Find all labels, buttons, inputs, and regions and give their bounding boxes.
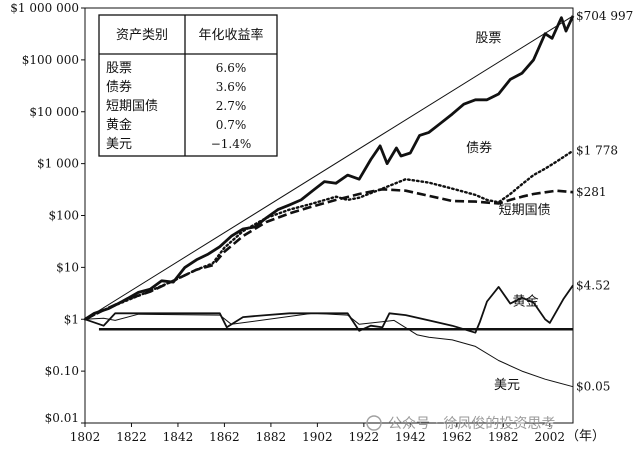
y-tick-label-8: $0.01 [45,411,79,425]
end-label-bills: $281 [576,185,607,199]
x-tick-label-1: 1822 [116,430,147,444]
watermark-text: 公众号 · 徐凤俊的投资思考 [388,416,555,432]
x-axis-unit: （年） [566,429,605,444]
end-label-stocks: $704 997 [576,9,633,23]
x-tick-label-9: 1982 [488,430,519,444]
end-label-gold: $4.52 [576,278,610,292]
returns-table-row-dollar-name: 美元 [106,137,132,152]
returns-table-row-bill-name: 短期国债 [106,99,158,114]
series-name-bonds: 债券 [466,140,492,156]
returns-table-row-bond-value: 3.6% [216,80,247,94]
x-tick-label-5: 1902 [302,430,333,444]
series-name-bills: 短期国债 [499,203,551,218]
series-layer [83,15,575,388]
returns-table-row-stock-value: 6.6% [216,61,247,75]
series-stocks-line [84,15,575,321]
returns-table-row-gold-value: 0.7% [216,118,247,132]
wechat-icon [366,415,382,431]
returns-table-row-bond-name: 债券 [106,79,132,95]
end-label-bonds: $1 778 [576,144,618,158]
series-name-dollar: 美元 [494,378,520,393]
y-tick-label-1: $100 000 [22,53,79,67]
end-label-dollar: $0.05 [576,380,610,394]
y-tick-label-0: $1 000 000 [10,1,79,15]
series-dollar-line [84,312,574,388]
watermark: 公众号 · 徐凤俊的投资思考 [366,415,555,432]
returns-table-row-gold-name: 黄金 [106,117,132,133]
x-tick-label-10: 2002 [534,430,565,444]
x-tick-label-6: 1922 [349,430,380,444]
x-tick-label-3: 1862 [209,430,240,444]
returns-table-header-asset: 资产类别 [116,28,168,43]
y-tick-label-6: $1 [64,312,79,326]
x-tick-label-8: 1962 [442,430,473,444]
series-name-stocks: 股票 [475,31,501,46]
returns-table-row-bill-value: 2.7% [216,99,247,113]
x-tick-label-2: 1842 [163,430,194,444]
returns-table-frame [98,14,278,157]
returns-table-row-stock-name: 股票 [106,61,132,76]
returns-table: 资产类别 年化收益率 股票 6.6% 债券 3.6% 短期国债 2.7% 黄金 … [98,14,278,157]
series-bills-line [84,188,574,321]
series-stocks-trend-line [84,15,574,320]
y-tick-label-4: $100 [48,209,79,223]
y-tick-label-3: $1 000 [37,157,79,171]
y-tick-label-5: $10 [56,260,79,274]
y-tick-label-2: $10 000 [29,105,79,119]
x-tick-label-0: 1802 [70,430,101,444]
x-tick-label-7: 1942 [395,430,426,444]
x-axis-ticks: 1802 1822 1842 1862 1882 1902 1922 1942 1962 1982… [70,423,565,444]
x-tick-label-4: 1882 [256,430,287,444]
returns-table-header-return: 年化收益率 [198,27,263,43]
returns-table-row-dollar-value: −1.4% [211,137,252,151]
series-bonds-line [83,149,575,321]
series-labels: $704 997 股票 $1 778 债券 $281 短期国债 $4.52 黄金 $0.05 美元 [466,9,633,394]
series-name-gold: 黄金 [513,293,539,309]
y-tick-label-7: $0.10 [45,364,79,378]
series-gold-line [84,284,574,334]
y-axis-ticks: $1 000 000 $100 000 $10 000 $1 000 $100 $10 $1… [10,1,85,425]
